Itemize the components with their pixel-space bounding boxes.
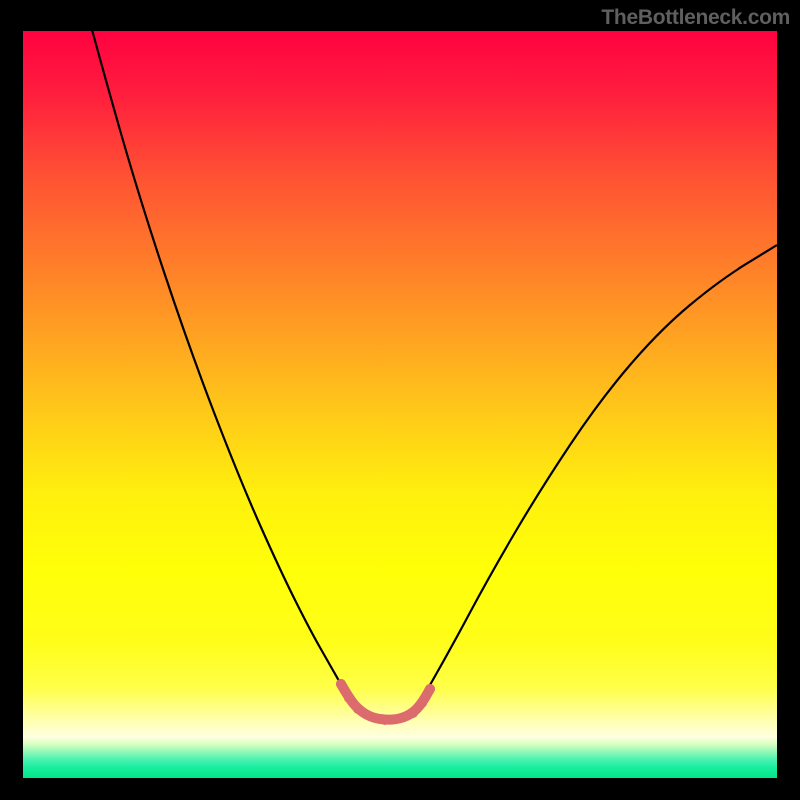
curve-right: [430, 245, 777, 685]
trough-dot: [408, 708, 418, 718]
curve-layer: [23, 31, 777, 778]
watermark-text: TheBottleneck.com: [601, 6, 790, 30]
curve-left: [84, 31, 343, 688]
trough-dot: [380, 715, 390, 725]
trough-dot: [336, 679, 346, 689]
trough-dot: [425, 684, 435, 694]
trough-dot: [417, 698, 427, 708]
trough-dot: [353, 704, 363, 714]
trough-dots: [336, 679, 435, 725]
plot-area: [23, 31, 777, 778]
trough-dot: [344, 693, 354, 703]
